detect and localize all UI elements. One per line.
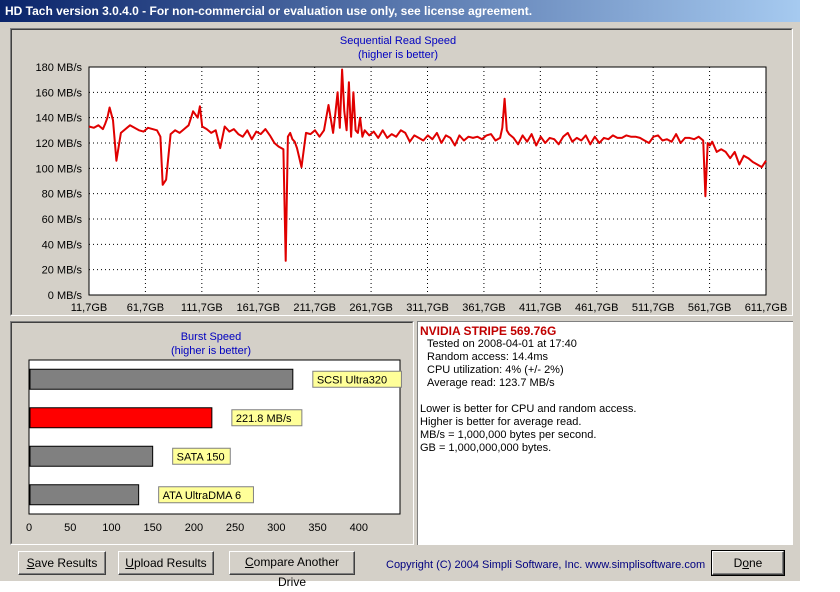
note-lower-better: Lower is better for CPU and random acces…: [420, 403, 637, 415]
y-tick-label: 180 MB/s: [36, 62, 83, 74]
compare-label: ompare Another Drive: [253, 555, 340, 589]
done-label: ne: [749, 556, 763, 570]
hd-tach-window: HD Tach version 3.0.4.0 - For non-commer…: [0, 0, 800, 589]
x-tick-label: 61,7GB: [127, 302, 164, 314]
burst-bar-label: SCSI Ultra320: [317, 374, 387, 386]
done-accel: o: [742, 556, 749, 570]
x-tick-label: 11,7GB: [71, 302, 108, 314]
x-tick-label: 461,7GB: [575, 302, 618, 314]
burst-bar: [29, 407, 213, 429]
y-tick-label: 0 MB/s: [48, 290, 83, 302]
burst-x-tick-label: 300: [267, 522, 285, 534]
burst-x-tick-label: 350: [308, 522, 326, 534]
upload-label: pload Results: [133, 556, 207, 570]
burst-chart-subtitle: (higher is better): [171, 345, 251, 357]
y-tick-label: 120 MB/s: [36, 138, 83, 150]
burst-speed-panel: Burst Speed (higher is better) SCSI Ultra3…: [10, 321, 414, 545]
plot-area: [88, 66, 767, 296]
burst-x-tick-label: 200: [185, 522, 203, 534]
burst-speed-chart: Burst Speed (higher is better) SCSI Ultra3…: [26, 331, 402, 534]
x-tick-label: 261,7GB: [349, 302, 392, 314]
done-pre: D: [733, 556, 743, 570]
chart-subtitle: (higher is better): [358, 49, 438, 61]
y-tick-label: 100 MB/s: [36, 163, 83, 175]
sequential-read-chart: Sequential Read Speed (higher is better) 0…: [36, 35, 788, 314]
burst-bar: [29, 445, 154, 467]
y-tick-label: 140 MB/s: [36, 113, 83, 125]
burst-bar: [29, 484, 140, 506]
compare-accel: C: [244, 555, 254, 569]
burst-x-tick-label: 50: [64, 522, 76, 534]
drive-info-panel: NVIDIA STRIPE 569.76G Tested on 2008-04-…: [417, 321, 793, 545]
compare-another-drive-button[interactable]: Compare Another Drive: [229, 551, 355, 589]
save-results-button[interactable]: Save Results: [18, 551, 106, 575]
note-gb-definition: GB = 1,000,000,000 bytes.: [420, 442, 552, 454]
burst-bar: [29, 368, 294, 390]
y-tick-label: 40 MB/s: [42, 239, 83, 251]
sequential-read-panel: Sequential Read Speed (higher is better) 0…: [10, 28, 793, 316]
drive-name: NVIDIA STRIPE 569.76G: [420, 324, 557, 338]
read-speed-series-line: [88, 68, 767, 262]
y-tick-label: 60 MB/s: [42, 214, 83, 226]
x-tick-label: 561,7GB: [688, 302, 731, 314]
x-tick-label: 111,7GB: [181, 302, 223, 314]
y-tick-label: 160 MB/s: [36, 87, 83, 99]
x-tick-label: 161,7GB: [237, 302, 280, 314]
copyright-text: Copyright (C) 2004 Simpli Software, Inc.…: [386, 559, 706, 571]
burst-bar-label-box: [231, 409, 303, 427]
random-access: Random access: 14.4ms: [427, 351, 549, 363]
note-higher-better: Higher is better for average read.: [420, 416, 582, 428]
burst-x-tick-label: 0: [26, 522, 32, 534]
cpu-utilization: CPU utilization: 4% (+/- 2%): [427, 364, 564, 376]
upload-accel: U: [125, 556, 134, 570]
x-tick-label: 411,7GB: [519, 302, 562, 314]
upload-results-button[interactable]: Upload Results: [118, 551, 214, 575]
save-label: ave Results: [34, 556, 98, 570]
x-tick-label: 511,7GB: [632, 302, 675, 314]
burst-bar-label-box: [312, 370, 402, 388]
done-button[interactable]: Done: [711, 550, 785, 576]
y-tick-label: 80 MB/s: [42, 189, 83, 201]
burst-x-tick-label: 100: [102, 522, 120, 534]
x-tick-label: 211,7GB: [293, 302, 336, 314]
burst-bar-label: SATA 150: [177, 451, 225, 463]
burst-chart-title: Burst Speed: [181, 331, 242, 343]
burst-x-tick-label: 400: [350, 522, 368, 534]
x-tick-label: 361,7GB: [462, 302, 505, 314]
x-tick-label: 311,7GB: [406, 302, 449, 314]
window-title: HD Tach version 3.0.4.0 - For non-commer…: [0, 0, 800, 22]
note-mbs-definition: MB/s = 1,000,000 bytes per second.: [420, 429, 597, 441]
chart-title: Sequential Read Speed: [340, 35, 456, 47]
average-read: Average read: 123.7 MB/s: [427, 377, 555, 389]
tested-on: Tested on 2008-04-01 at 17:40: [427, 338, 577, 350]
burst-x-tick-label: 150: [143, 522, 161, 534]
burst-x-tick-label: 250: [226, 522, 244, 534]
burst-bar-label-box: [172, 447, 231, 465]
burst-bar-label: 221.8 MB/s: [236, 413, 292, 425]
y-tick-label: 20 MB/s: [42, 265, 83, 277]
save-accel: S: [26, 556, 35, 570]
burst-bar-label: ATA UltraDMA 6: [163, 490, 241, 502]
x-tick-label: 611,7GB: [745, 302, 788, 314]
burst-bar-label-box: [158, 486, 254, 504]
